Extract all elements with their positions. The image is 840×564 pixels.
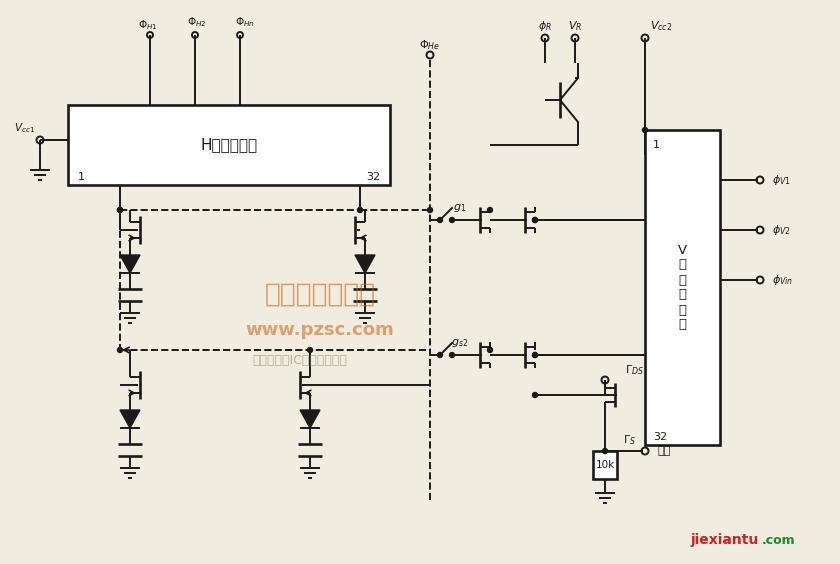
Circle shape xyxy=(118,347,123,352)
Text: $\phi_{V1}$: $\phi_{V1}$ xyxy=(772,173,791,187)
Text: .com: .com xyxy=(762,534,795,547)
Text: $\Gamma_S$: $\Gamma_S$ xyxy=(623,433,636,447)
Text: $\phi_{V2}$: $\phi_{V2}$ xyxy=(772,223,790,237)
Text: $\phi_{Vin}$: $\phi_{Vin}$ xyxy=(772,273,793,287)
Text: $\phi_R$: $\phi_R$ xyxy=(538,19,552,33)
Text: 32: 32 xyxy=(366,172,380,182)
Circle shape xyxy=(118,208,123,213)
Circle shape xyxy=(449,218,454,223)
Text: 维库电子市场网: 维库电子市场网 xyxy=(265,282,375,308)
Text: 输出: 输出 xyxy=(657,446,670,456)
Text: 32: 32 xyxy=(653,432,667,442)
Text: $\Phi_{H1}$: $\Phi_{H1}$ xyxy=(138,18,158,32)
Circle shape xyxy=(533,393,538,398)
Text: $V_{cc1}$: $V_{cc1}$ xyxy=(14,121,35,135)
Circle shape xyxy=(487,347,492,352)
Polygon shape xyxy=(120,410,140,428)
Circle shape xyxy=(428,208,433,213)
Text: www.pzsc.com: www.pzsc.com xyxy=(245,321,394,339)
Text: $\Gamma_{DS}$: $\Gamma_{DS}$ xyxy=(625,363,644,377)
Bar xyxy=(645,130,720,445)
Circle shape xyxy=(449,352,454,358)
Polygon shape xyxy=(300,410,320,428)
Circle shape xyxy=(643,127,648,133)
Text: $\Phi_{He}$: $\Phi_{He}$ xyxy=(419,38,440,52)
Text: 杭全球搜索IC采购网股公司: 杭全球搜索IC采购网股公司 xyxy=(253,354,348,367)
Polygon shape xyxy=(355,255,375,273)
Circle shape xyxy=(533,352,538,358)
Text: $V_R$: $V_R$ xyxy=(568,19,582,33)
Text: jiexiantu: jiexiantu xyxy=(690,533,759,547)
Text: H移位寄存器: H移位寄存器 xyxy=(201,138,258,152)
Text: $\Phi_{Hn}$: $\Phi_{Hn}$ xyxy=(235,15,255,29)
Circle shape xyxy=(533,218,538,223)
Text: V
移
位
寄
存
器: V 移 位 寄 存 器 xyxy=(678,244,687,332)
Text: 10k: 10k xyxy=(596,460,615,470)
Text: $\Phi_{H2}$: $\Phi_{H2}$ xyxy=(187,15,207,29)
Text: $V_{cc2}$: $V_{cc2}$ xyxy=(650,19,672,33)
Polygon shape xyxy=(120,255,140,273)
Bar xyxy=(68,105,390,185)
Circle shape xyxy=(487,208,492,213)
Circle shape xyxy=(358,208,363,213)
Bar xyxy=(593,451,617,479)
Text: $g_1$: $g_1$ xyxy=(454,202,467,214)
Circle shape xyxy=(438,352,443,358)
Text: $g_{s2}$: $g_{s2}$ xyxy=(451,337,469,349)
Circle shape xyxy=(438,218,443,223)
Circle shape xyxy=(533,352,538,358)
Circle shape xyxy=(533,218,538,223)
Text: 1: 1 xyxy=(78,172,85,182)
Circle shape xyxy=(307,347,312,352)
Circle shape xyxy=(118,208,123,213)
Circle shape xyxy=(602,448,607,453)
Text: 1: 1 xyxy=(653,140,660,150)
